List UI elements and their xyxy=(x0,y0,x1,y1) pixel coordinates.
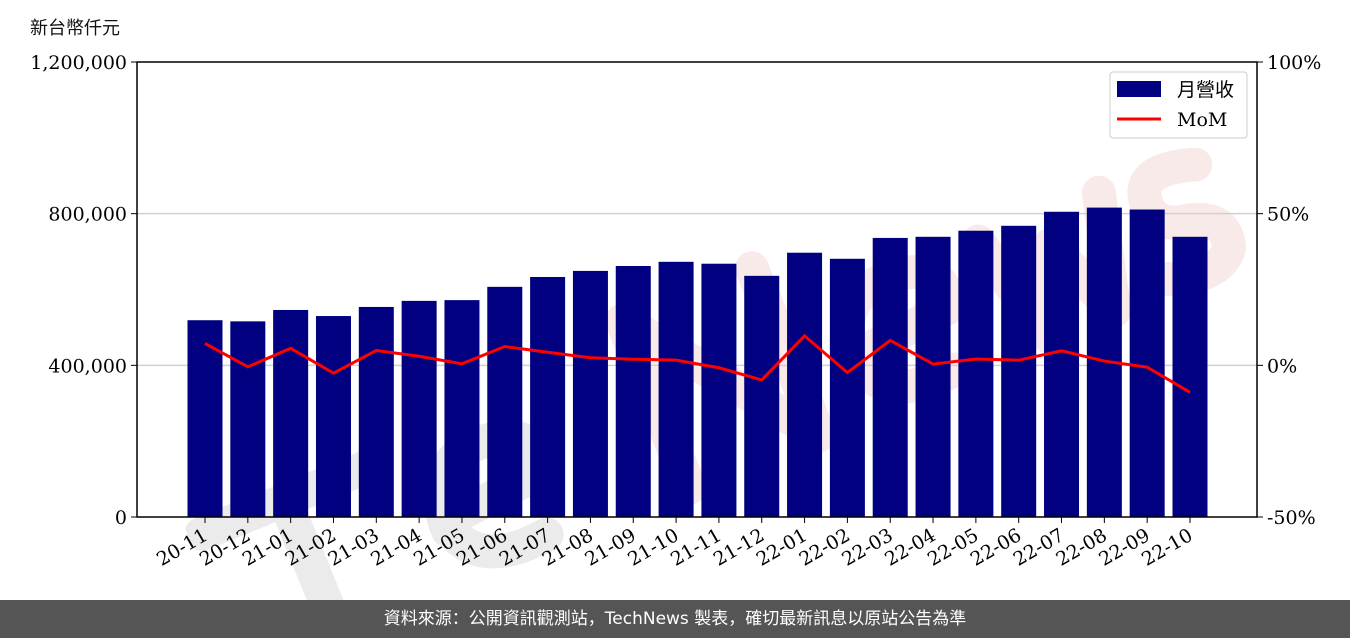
bar-22-10 xyxy=(1172,236,1208,517)
bar-22-04 xyxy=(915,236,951,517)
revenue-chart: 0400,000800,0001,200,000-50%0%50%100%20-… xyxy=(30,52,1321,600)
bar-22-05 xyxy=(958,230,994,517)
legend-label-mom: MoM xyxy=(1177,109,1227,131)
left-tick-label: 1,200,000 xyxy=(30,52,127,74)
bar-22-07 xyxy=(1044,211,1080,518)
bar-20-12 xyxy=(230,321,266,517)
right-tick-label: 100% xyxy=(1267,52,1321,74)
legend-bar-swatch xyxy=(1117,81,1161,97)
bar-21-08 xyxy=(572,270,608,517)
bar-21-01 xyxy=(273,309,309,517)
bar-22-02 xyxy=(829,258,865,517)
bar-22-06 xyxy=(1001,225,1037,518)
left-tick-label: 800,000 xyxy=(48,204,127,226)
watermark-shape-e xyxy=(423,419,564,569)
bar-22-03 xyxy=(872,237,908,517)
bar-21-06 xyxy=(487,286,523,517)
bar-21-11 xyxy=(701,263,737,517)
bar-21-02 xyxy=(315,316,351,517)
bar-21-03 xyxy=(358,306,394,517)
bar-22-09 xyxy=(1129,209,1165,517)
bar-21-12 xyxy=(744,275,780,517)
left-tick-label: 0 xyxy=(115,507,127,529)
bar-20-11 xyxy=(187,320,223,517)
bar-21-05 xyxy=(444,300,480,517)
bar-21-10 xyxy=(658,261,694,517)
mom-line xyxy=(204,333,1191,394)
right-tick-label: -50% xyxy=(1267,507,1316,529)
bar-21-07 xyxy=(530,276,566,517)
plot-frame xyxy=(136,61,1258,518)
right-tick-label: 50% xyxy=(1267,204,1309,226)
legend-label-revenue: 月營收 xyxy=(1177,79,1234,101)
left-tick-label: 400,000 xyxy=(48,355,127,377)
bar-21-04 xyxy=(401,300,437,517)
y-axis-unit-label: 新台幣仟元 xyxy=(30,18,120,39)
watermark-shape-s xyxy=(1127,147,1247,296)
x-tick-label: 22-10 xyxy=(1138,524,1196,570)
bar-22-01 xyxy=(787,252,823,518)
source-footer: 資料來源：公開資訊觀測站，TechNews 製表，確切最新訊息以原站公告為準 xyxy=(0,600,1350,638)
bar-21-09 xyxy=(615,265,651,517)
right-tick-label: 0% xyxy=(1267,355,1297,377)
